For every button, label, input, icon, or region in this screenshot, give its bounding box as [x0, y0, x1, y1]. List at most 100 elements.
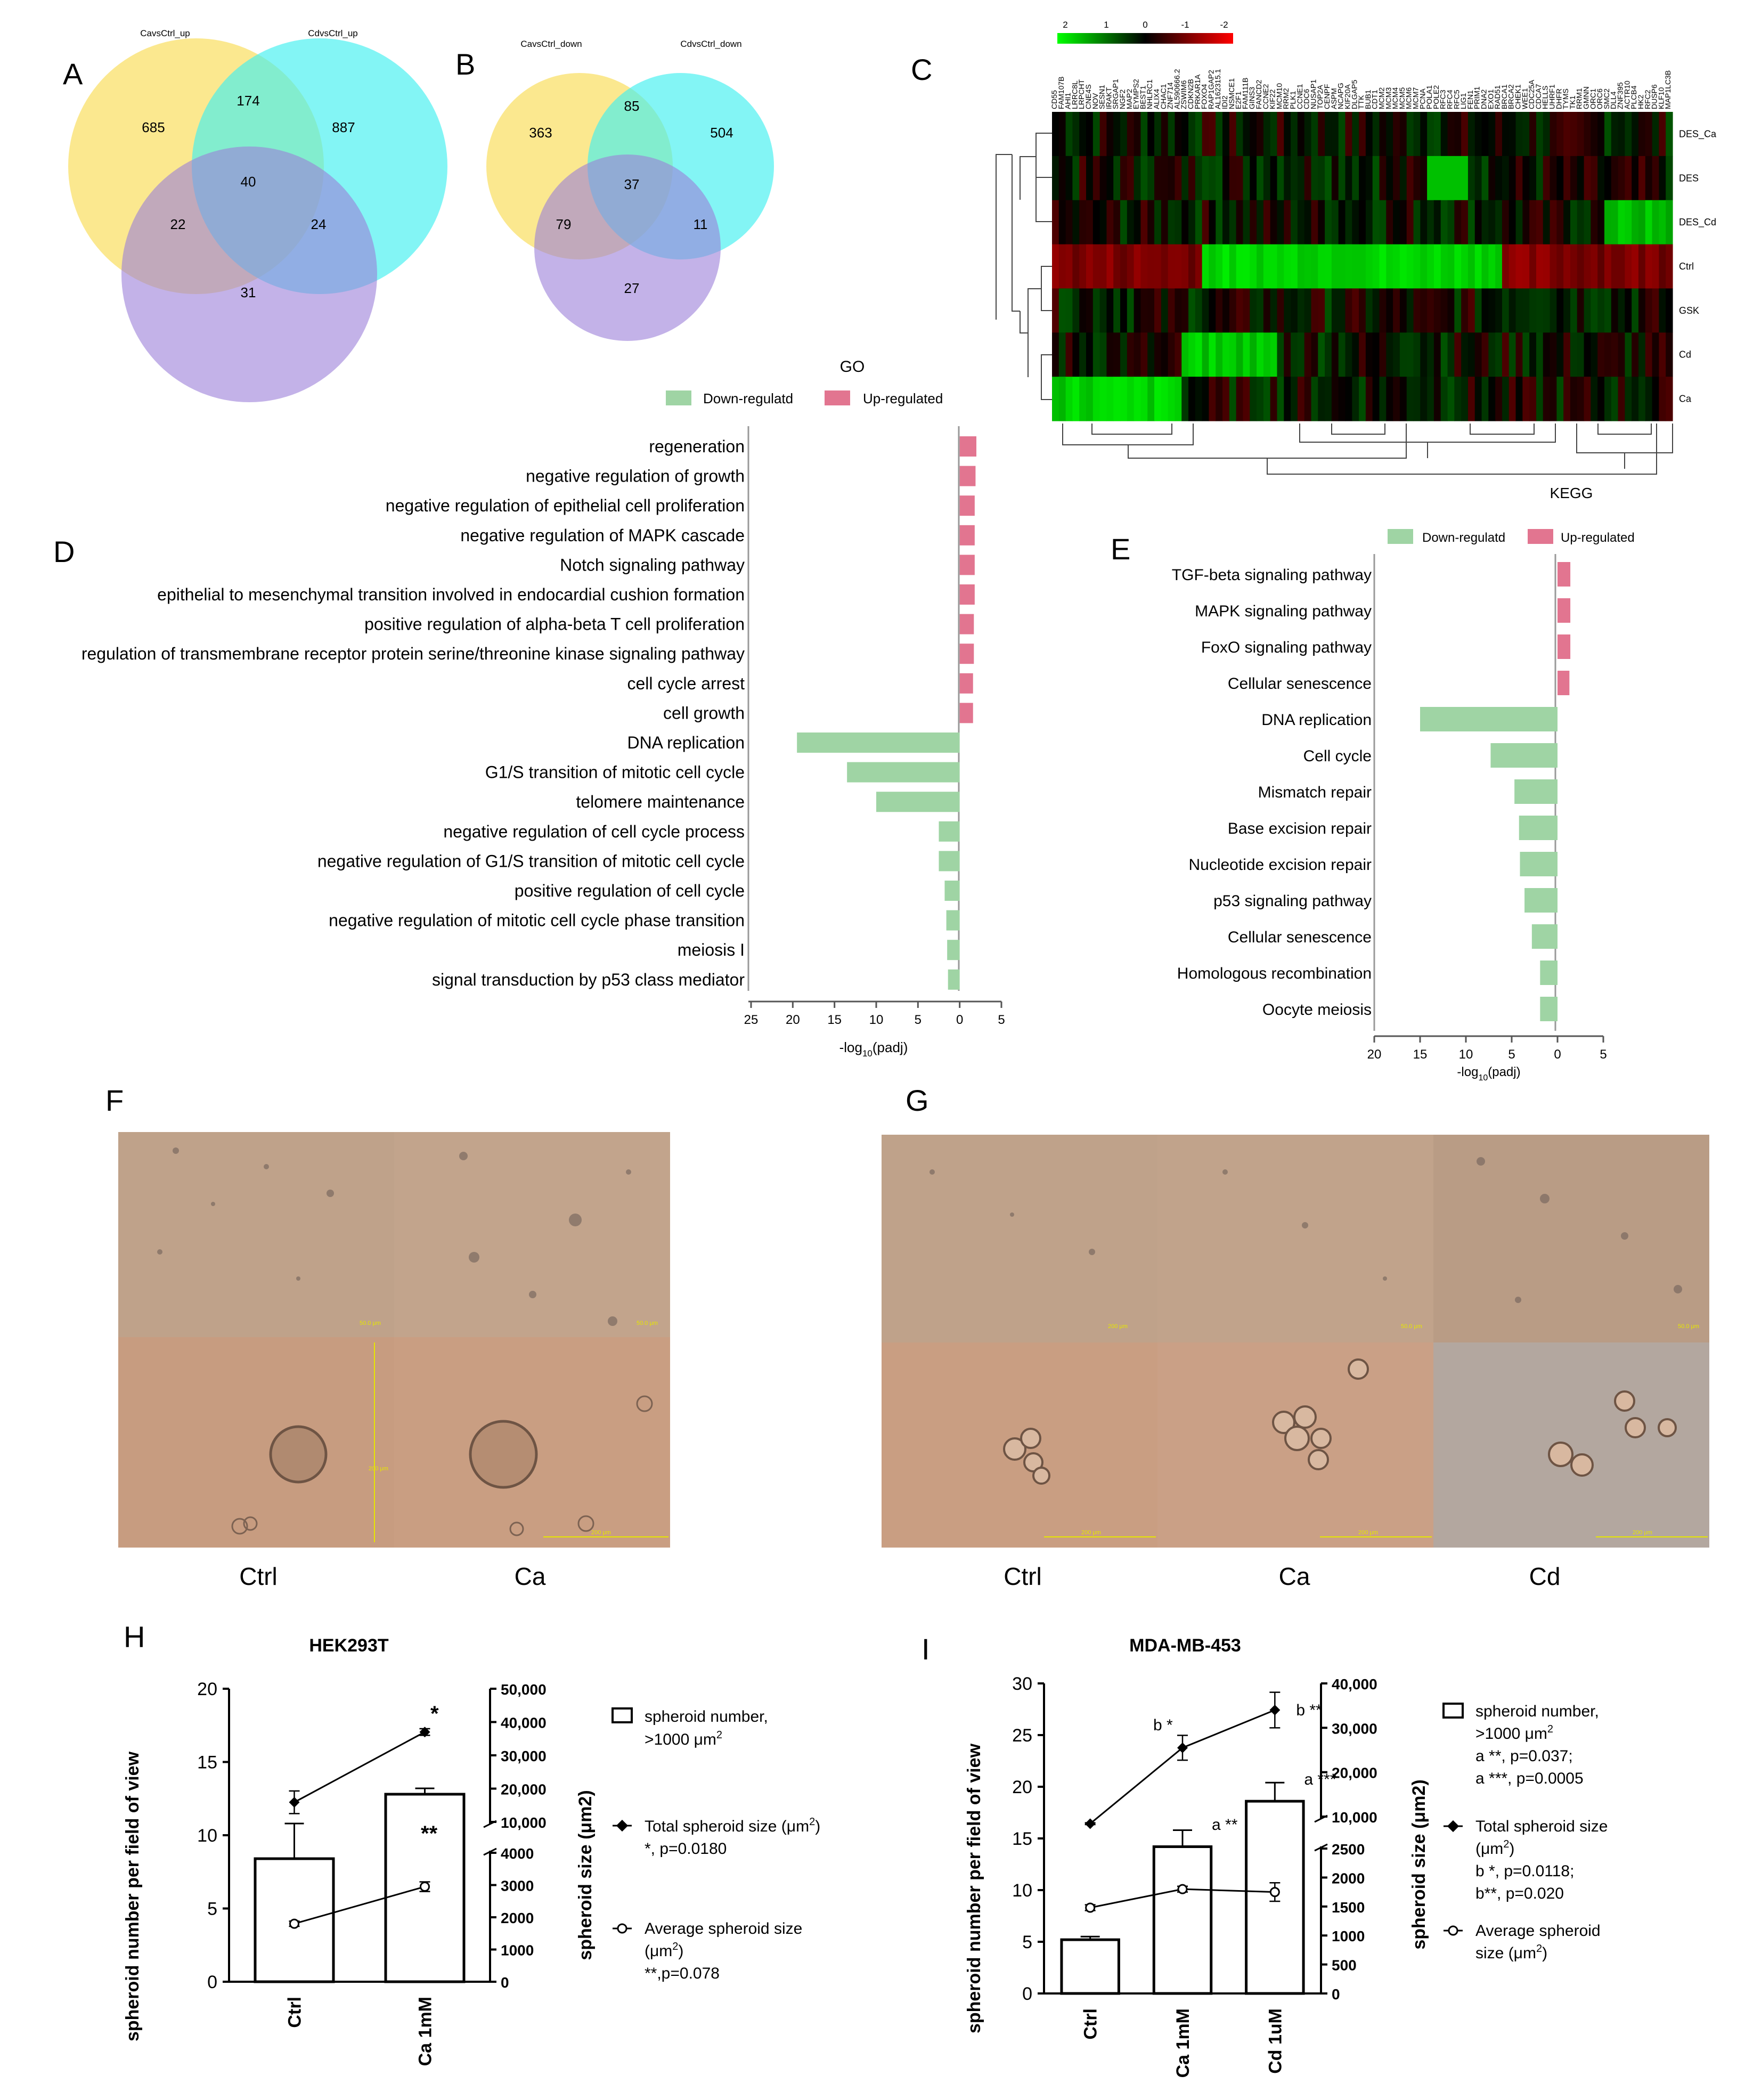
- venn-a-set2-label: CdvsCtrl_up: [308, 28, 358, 38]
- heatmap-cell: [1447, 200, 1455, 245]
- heatmap-cell: [1318, 377, 1325, 421]
- heatmap-cell: [1352, 244, 1359, 289]
- heatmap-cell: [1632, 156, 1639, 201]
- heatmap-cell: [1250, 244, 1257, 289]
- go-legend-down-label: Down-regulatd: [703, 390, 793, 406]
- heatmap-cell: [1052, 332, 1059, 377]
- category-label: Base excision repair: [1228, 820, 1372, 837]
- heatmap-cell: [1433, 377, 1441, 421]
- heatmap-gene-label: MAP1LC3B: [1664, 70, 1672, 109]
- heatmap-cell: [1058, 288, 1066, 333]
- panel-label-i: I: [922, 1632, 930, 1666]
- legend-text: b**, p=0.020: [1475, 1885, 1564, 1902]
- panel-labels: A B C D E F G H I: [53, 47, 1130, 1666]
- significance-annotation: b *: [1153, 1716, 1173, 1734]
- go-bar-chart: GO Down-regulatd Up-regulated regenerati…: [81, 358, 1005, 1059]
- heatmap-cell: [1106, 332, 1114, 377]
- heatmap-cell: [1597, 156, 1605, 201]
- heatmap-cell: [1570, 244, 1578, 289]
- category-label: regulation of transmembrane receptor pro…: [81, 644, 745, 663]
- y-tick-label: 20: [1012, 1777, 1032, 1797]
- scale-tick: 0: [1143, 20, 1147, 30]
- heatmap-gene-label: PRIM1: [1473, 86, 1481, 109]
- x-tick-label: 10: [1459, 1047, 1473, 1062]
- heatmap-row-label: DES_Cd: [1679, 217, 1716, 228]
- x-tick-label: 5: [915, 1013, 922, 1027]
- heatmap-cell: [1584, 332, 1591, 377]
- heatmap-cell: [1488, 244, 1496, 289]
- chart-i-legend: spheroid number, >1000 μm2 a **, p=0.037…: [1442, 1703, 1608, 1962]
- heatmap-cell: [1618, 156, 1625, 201]
- heatmap-cell: [1584, 377, 1591, 421]
- heatmap-cell: [1202, 200, 1210, 245]
- heatmap-cell: [1359, 377, 1366, 421]
- heatmap-cell: [1325, 288, 1332, 333]
- heatmap-cell: [1543, 244, 1551, 289]
- heatmap-cell: [1284, 244, 1291, 289]
- heatmap-cell: [1291, 288, 1298, 333]
- legend-text: Total spheroid size: [1475, 1818, 1608, 1835]
- heatmap-row-label: GSK: [1679, 305, 1699, 316]
- heatmap-cell: [1106, 156, 1114, 201]
- heatmap-cell: [1168, 288, 1176, 333]
- heatmap-gene-label: AL162315.1: [1213, 69, 1222, 109]
- heatmap-cell: [1584, 288, 1591, 333]
- venn-diagram-b: CavsCtrl_down CdvsCtrl_down 363 85 504 3…: [486, 39, 774, 341]
- venn-a-count: 31: [241, 284, 256, 300]
- error-bar: [1265, 1781, 1285, 1802]
- heatmap-cell: [1338, 112, 1346, 157]
- bar: [1420, 707, 1558, 731]
- heatmap-cell: [1406, 112, 1414, 157]
- heatmap-cell: [1092, 288, 1100, 333]
- heatmap-cell: [1604, 332, 1612, 377]
- heatmap-cell: [1591, 156, 1598, 201]
- heatmap-cell: [1236, 332, 1244, 377]
- heatmap-cell: [1481, 288, 1489, 333]
- heatmap-cell: [1277, 244, 1284, 289]
- heatmap-cell: [1461, 332, 1469, 377]
- heatmap-cell: [1611, 156, 1619, 201]
- heatmap-cell: [1659, 200, 1666, 245]
- category-label: FoxO signaling pathway: [1201, 639, 1372, 656]
- heatmap-cell: [1556, 156, 1564, 201]
- heatmap-cell: [1250, 200, 1257, 245]
- heatmap-cell: [1181, 156, 1189, 201]
- image-f-ctrl-bottom: [118, 1337, 394, 1548]
- heatmap-gene-label: TTK: [1357, 95, 1365, 109]
- heatmap-cell: [1632, 200, 1639, 245]
- heatmap-cell: [1331, 377, 1339, 421]
- heatmap-gene-label: KIF22: [1268, 89, 1277, 109]
- heatmap-cell: [1359, 288, 1366, 333]
- heatmap-cell: [1359, 112, 1366, 157]
- heatmap-cell: [1072, 112, 1080, 157]
- heatmap-cell: [1508, 200, 1516, 245]
- axis-break: [1314, 1814, 1328, 1852]
- heatmap-cell: [1270, 156, 1278, 201]
- category-label: negative regulation of cell cycle proces…: [443, 822, 745, 841]
- heatmap-cell: [1536, 377, 1544, 421]
- heatmap-cell: [1406, 200, 1414, 245]
- heatmap-cell: [1147, 377, 1155, 421]
- heatmap-cell: [1563, 156, 1571, 201]
- heatmap-gene-label: UHRF1: [1548, 84, 1556, 109]
- heatmap-cell: [1058, 156, 1066, 201]
- heatmap-gene-label: LRRC8L: [1070, 80, 1079, 109]
- legend-text: Total spheroid size (μm2): [645, 1816, 820, 1835]
- legend-text: (μm2): [1475, 1838, 1514, 1858]
- heatmap-cell: [1311, 377, 1318, 421]
- heatmap-gene-label: BEST1: [1138, 85, 1147, 109]
- heatmap-cell: [1502, 112, 1510, 157]
- heatmap-gene-label: KIF20A: [1343, 84, 1351, 109]
- heatmap-cell: [1140, 156, 1148, 201]
- heatmap-cell: [1508, 112, 1516, 157]
- heatmap-cell: [1625, 288, 1632, 333]
- scale-label: 200 μm: [1633, 1529, 1652, 1536]
- kegg-legend-up-label: Up-regulated: [1561, 531, 1635, 545]
- heatmap-cell: [1318, 332, 1325, 377]
- heatmap-cell: [1277, 332, 1284, 377]
- heatmap-cell: [1393, 244, 1400, 289]
- image-f-ca-top: [394, 1132, 670, 1337]
- bar: [959, 584, 975, 605]
- heatmap-cell: [1099, 200, 1107, 245]
- heatmap-cell: [1543, 156, 1551, 201]
